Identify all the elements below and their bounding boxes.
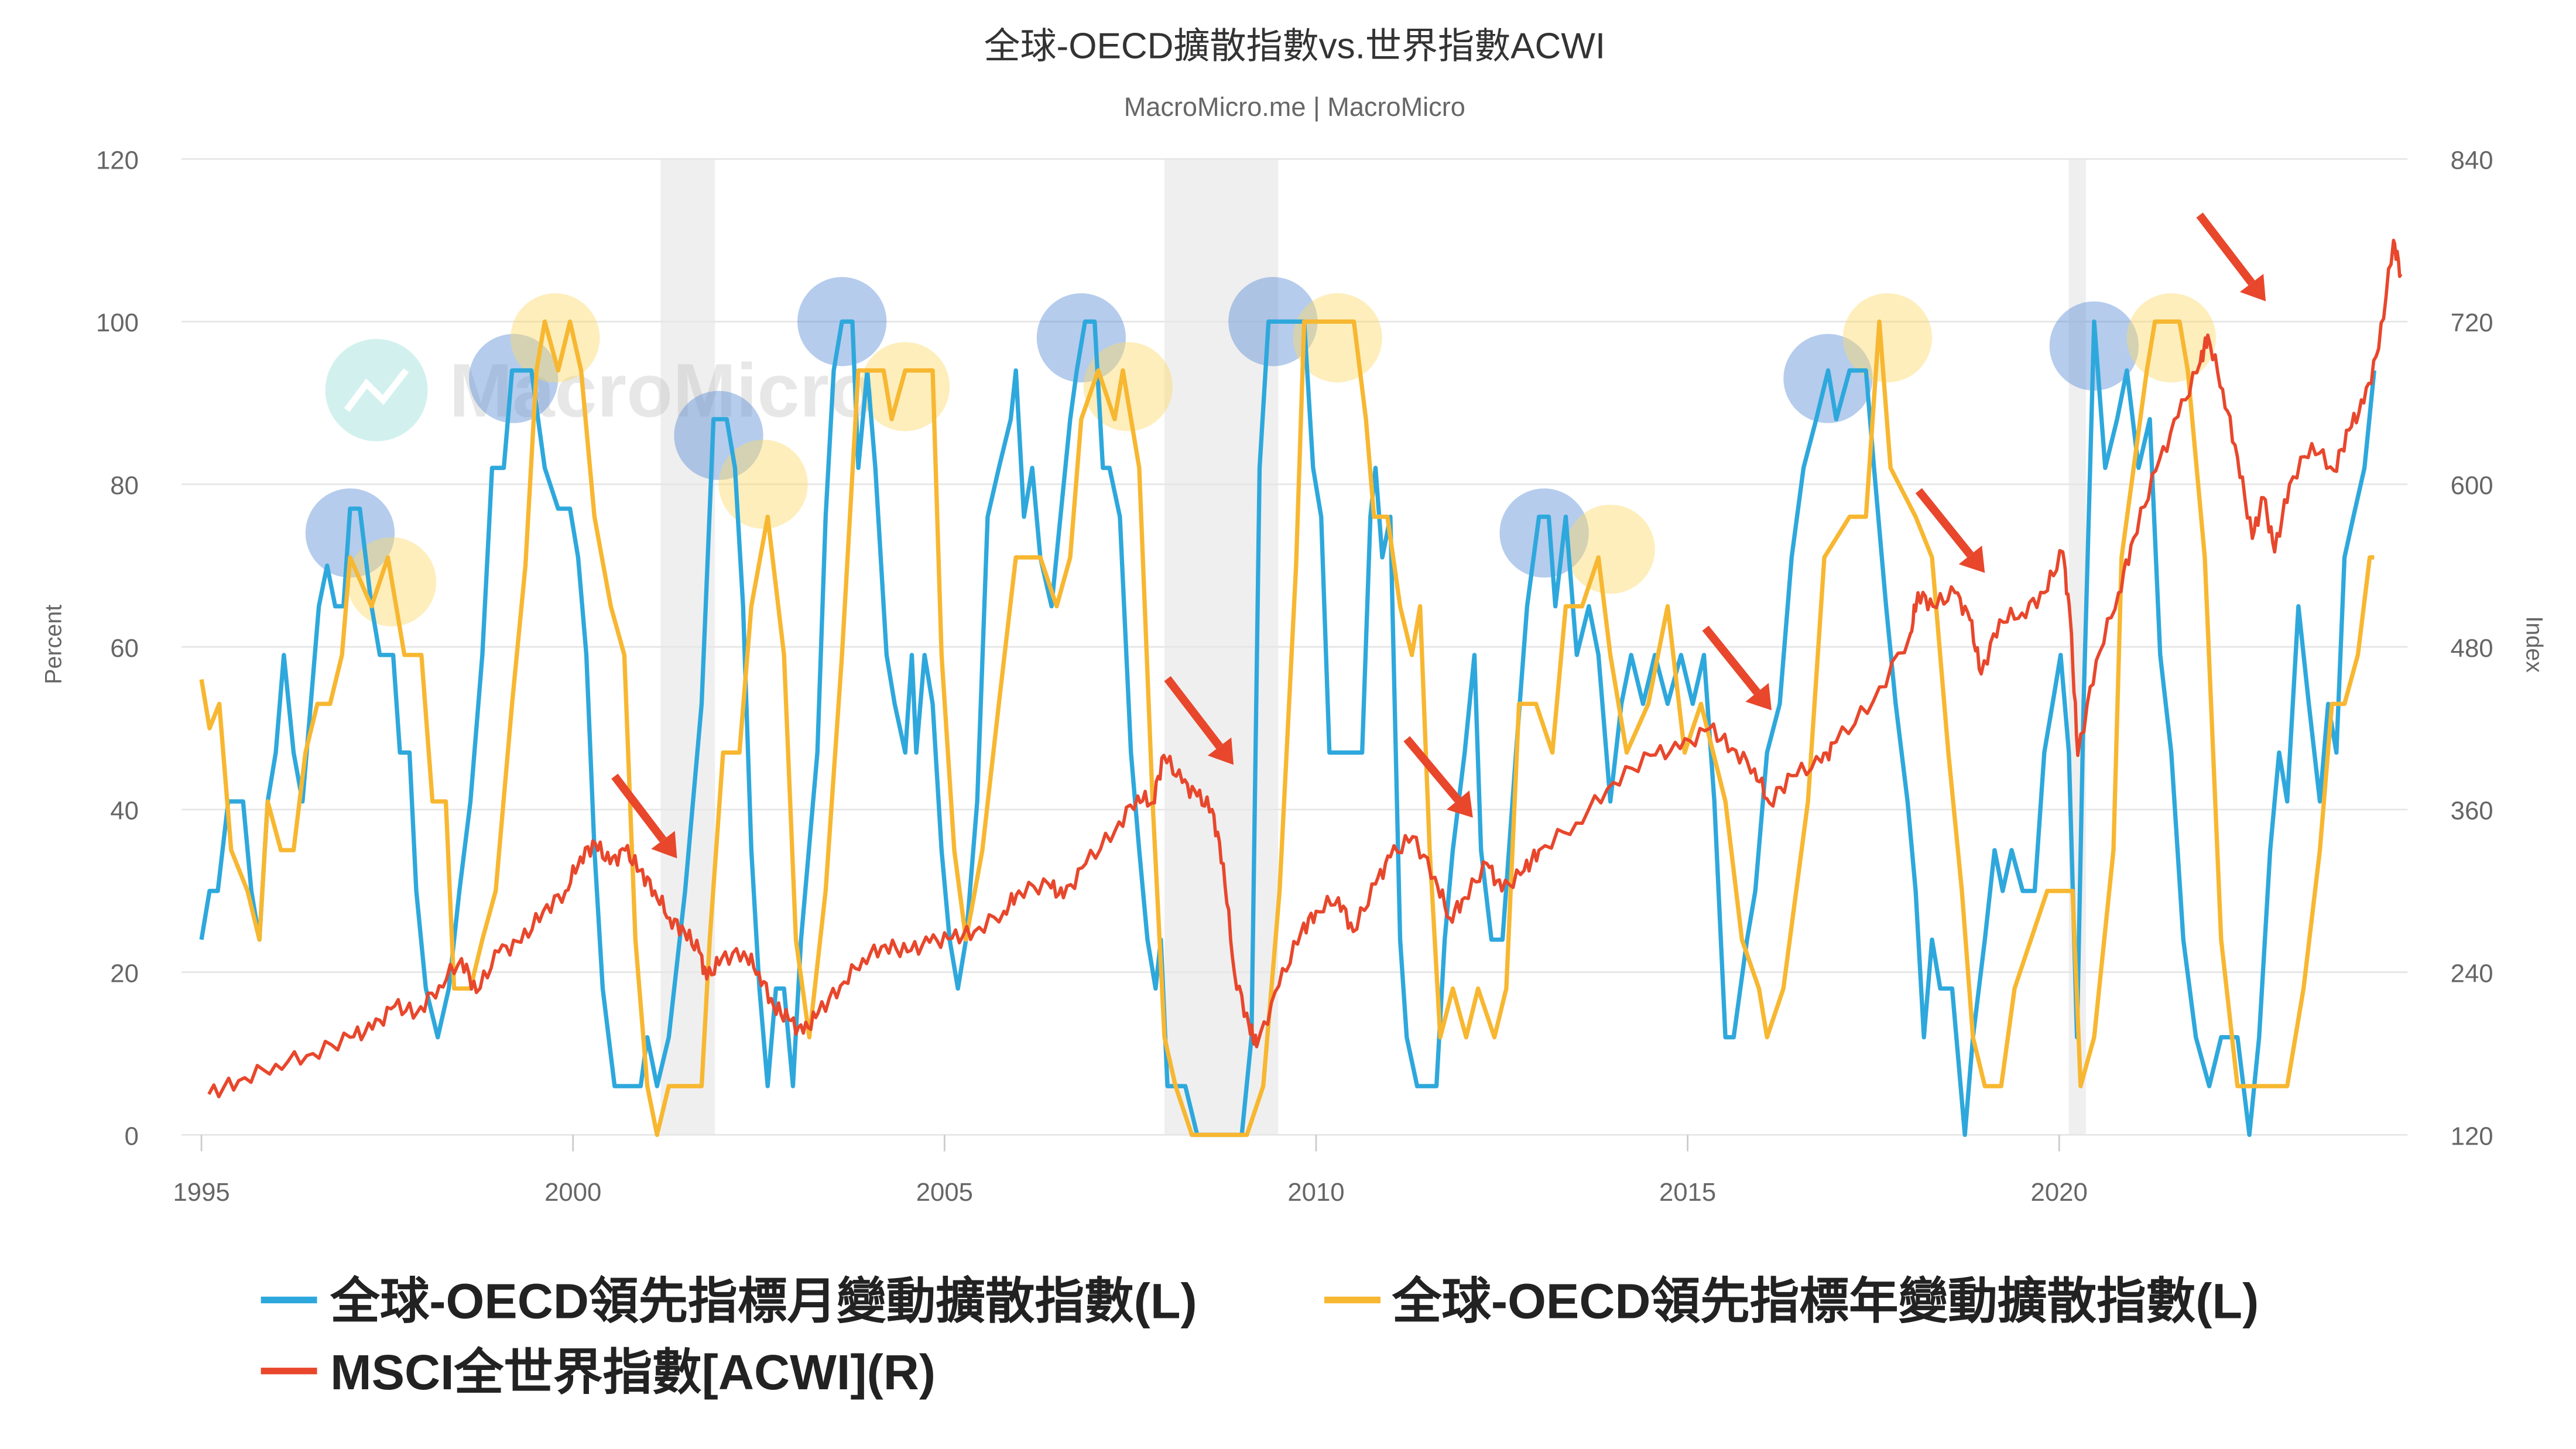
blue-highlight-circle xyxy=(1499,488,1589,578)
arrow-head xyxy=(2239,273,2266,302)
y-left-tick-label: 0 xyxy=(125,1122,139,1150)
x-tick-label: 2015 xyxy=(1659,1178,1716,1207)
arrow-shaft xyxy=(1915,488,1974,558)
x-tick-label: 2010 xyxy=(1287,1178,1344,1207)
legend-label: MSCI全世界指數[ACWI](R) xyxy=(330,1344,936,1400)
yellow-highlight-circle xyxy=(718,439,808,529)
y-right-tick-label: 360 xyxy=(2451,797,2493,825)
arrow-shaft xyxy=(611,773,667,842)
x-tick-label: 2020 xyxy=(2031,1178,2088,1207)
y-right-axis-title: Index xyxy=(2521,616,2547,673)
arrow-head xyxy=(1745,683,1772,711)
chart-subtitle: MacroMicro.me | MacroMicro xyxy=(1124,92,1465,122)
arrow-head xyxy=(1446,790,1473,818)
red-arrow-icon xyxy=(1164,676,1234,765)
x-tick-label: 2000 xyxy=(544,1178,601,1207)
yellow-highlight-circle xyxy=(1842,293,1933,383)
legend: 全球-OECD領先指標月變動擴散指數(L) 全球-OECD領先指標年變動擴散指數… xyxy=(261,1273,2259,1400)
x-tick-label: 2005 xyxy=(916,1178,973,1207)
legend-item-monthly[interactable]: 全球-OECD領先指標月變動擴散指數(L) xyxy=(261,1273,1197,1328)
y-left-tick-label: 100 xyxy=(96,309,139,337)
arrow-head xyxy=(1207,737,1234,765)
arrow-shaft xyxy=(1702,625,1760,695)
y-right-tick-label: 120 xyxy=(2451,1122,2493,1150)
arrow-shaft xyxy=(1403,736,1461,803)
arrow-head xyxy=(651,831,677,859)
arrow-shaft xyxy=(2196,213,2255,286)
annotation-arrows xyxy=(611,213,2266,859)
red-arrow-icon xyxy=(1702,625,1772,711)
series-line-1 xyxy=(199,319,2375,1138)
y-right-tick-label: 600 xyxy=(2451,471,2493,500)
yellow-highlight-circle xyxy=(2126,293,2216,383)
arrow-head xyxy=(1958,545,1985,573)
y-left-axis-title: Percent xyxy=(40,605,66,684)
y-left-tick-label: 20 xyxy=(110,960,139,988)
logo-chart-icon xyxy=(344,368,409,412)
axes: 0 20 40 60 80 100 120 120 240 360 480 600 720 840 1995… xyxy=(96,146,2493,1207)
red-arrow-icon xyxy=(1915,488,1985,573)
y-left-tick-label: 60 xyxy=(110,634,139,663)
y-left-tick-label: 80 xyxy=(110,471,139,500)
y-right-tick-label: 480 xyxy=(2451,634,2493,663)
logo-icon xyxy=(325,338,428,441)
series-line-0 xyxy=(199,319,2376,1138)
y-right-tick-label: 840 xyxy=(2451,146,2493,174)
legend-item-annual[interactable]: 全球-OECD領先指標年變動擴散指數(L) xyxy=(1324,1273,2259,1328)
yellow-highlight-circle xyxy=(1083,342,1173,431)
y-right-tick-label: 240 xyxy=(2451,960,2493,988)
legend-label: 全球-OECD領先指標年變動擴散指數(L) xyxy=(1392,1273,2259,1328)
gridlines xyxy=(181,158,2408,1136)
y-left-tick-label: 40 xyxy=(110,797,139,825)
blue-highlight-circle xyxy=(674,390,763,480)
series-line-2 xyxy=(207,238,2403,1099)
watermark: MacroMicro xyxy=(325,338,875,441)
y-right-tick-label: 720 xyxy=(2451,309,2493,337)
red-arrow-icon xyxy=(1403,736,1473,818)
watermark-text: MacroMicro xyxy=(449,348,875,433)
yellow-highlight-circle xyxy=(1566,505,1655,594)
arrow-shaft xyxy=(1164,676,1223,749)
yellow-highlight-circle xyxy=(860,342,950,431)
x-tick-label: 1995 xyxy=(173,1178,229,1207)
y-left-tick-label: 120 xyxy=(96,146,139,174)
red-arrow-icon xyxy=(2196,213,2266,302)
chart-title: 全球-OECD擴散指數vs.世界指數ACWI xyxy=(984,26,1605,66)
legend-label: 全球-OECD領先指標月變動擴散指數(L) xyxy=(330,1273,1197,1328)
legend-item-acwi[interactable]: MSCI全世界指數[ACWI](R) xyxy=(261,1344,936,1400)
series-lines xyxy=(199,238,2403,1138)
red-arrow-icon xyxy=(611,773,677,859)
